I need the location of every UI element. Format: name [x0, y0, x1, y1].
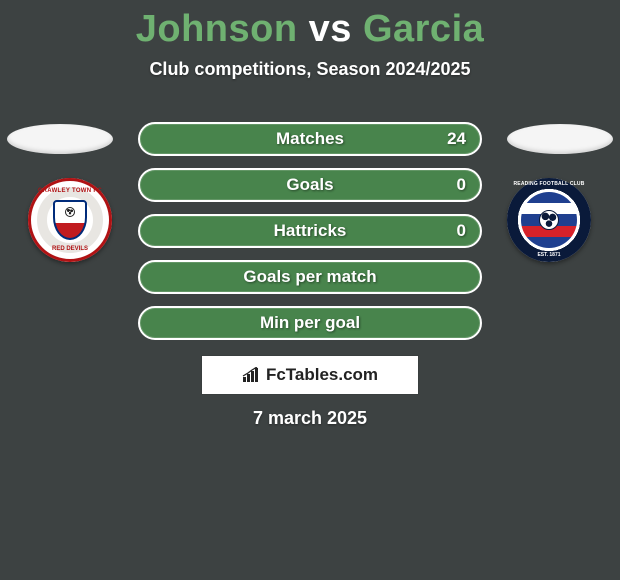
crest-left-ball-icon	[65, 207, 75, 217]
club-badge-left: CRAWLEY TOWN FC RED DEVILS	[28, 178, 112, 262]
stat-right-value: 0	[457, 175, 466, 195]
page-title: Johnson vs Garcia	[0, 0, 620, 51]
crest-right-ball-icon	[539, 210, 559, 230]
crest-left-top-text: CRAWLEY TOWN FC	[31, 188, 109, 194]
stat-label: Min per goal	[260, 313, 360, 333]
stats-list: Matches 24 Goals 0 Hattricks 0 Goals per…	[138, 122, 482, 352]
crest-right: READING FOOTBALL CLUB EST. 1871	[507, 178, 591, 262]
crest-left-bottom-text: RED DEVILS	[31, 246, 109, 252]
brand-badge[interactable]: FcTables.com	[202, 356, 418, 394]
stat-row-goals: Goals 0	[138, 168, 482, 202]
stat-row-matches: Matches 24	[138, 122, 482, 156]
stat-row-hattricks: Hattricks 0	[138, 214, 482, 248]
stat-label: Hattricks	[274, 221, 347, 241]
player2-photo-placeholder	[507, 124, 613, 154]
stat-label: Goals per match	[243, 267, 376, 287]
brand-text: FcTables.com	[266, 365, 378, 385]
club-badge-right: READING FOOTBALL CLUB EST. 1871	[507, 178, 591, 262]
stat-right-value: 24	[447, 129, 466, 149]
crest-right-top-text: READING FOOTBALL CLUB	[509, 181, 589, 187]
stat-right-value: 0	[457, 221, 466, 241]
comparison-date: 7 march 2025	[0, 408, 620, 429]
bar-chart-icon	[242, 367, 262, 383]
stat-row-goals-per-match: Goals per match	[138, 260, 482, 294]
stat-label: Goals	[286, 175, 333, 195]
crest-right-bottom-text: EST. 1871	[509, 252, 589, 258]
crest-left: CRAWLEY TOWN FC RED DEVILS	[28, 178, 112, 262]
stat-label: Matches	[276, 129, 344, 149]
subtitle: Club competitions, Season 2024/2025	[0, 59, 620, 80]
player1-name: Johnson	[136, 8, 298, 50]
stat-row-min-per-goal: Min per goal	[138, 306, 482, 340]
player2-name: Garcia	[363, 8, 484, 50]
player1-photo-placeholder	[7, 124, 113, 154]
vs-text: vs	[309, 8, 352, 50]
